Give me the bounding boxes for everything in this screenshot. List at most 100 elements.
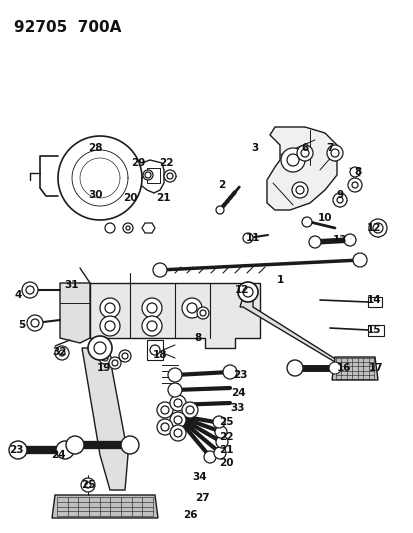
Polygon shape (266, 127, 336, 210)
Text: 24: 24 (50, 450, 65, 460)
Text: 20: 20 (122, 193, 137, 203)
Text: 23: 23 (232, 370, 247, 380)
Text: 7: 7 (325, 143, 333, 153)
Circle shape (99, 352, 111, 364)
Circle shape (204, 451, 216, 463)
Text: 17: 17 (368, 363, 382, 373)
Circle shape (121, 436, 139, 454)
Text: 28: 28 (88, 143, 102, 153)
Circle shape (81, 478, 95, 492)
Text: 29: 29 (131, 158, 145, 168)
Circle shape (100, 316, 120, 336)
Text: 8: 8 (354, 167, 361, 177)
Text: 6: 6 (301, 143, 308, 153)
Text: 19: 19 (97, 363, 111, 373)
Circle shape (105, 321, 115, 331)
Circle shape (170, 395, 185, 411)
Circle shape (300, 149, 308, 157)
Circle shape (119, 350, 131, 362)
Circle shape (214, 426, 226, 438)
Text: 30: 30 (88, 190, 103, 200)
Circle shape (170, 412, 185, 428)
Circle shape (161, 423, 169, 431)
Circle shape (187, 303, 197, 313)
Text: 12: 12 (234, 285, 249, 295)
Circle shape (352, 253, 366, 267)
Circle shape (330, 149, 338, 157)
Circle shape (153, 263, 166, 277)
Circle shape (166, 173, 173, 179)
Text: 5: 5 (18, 320, 26, 330)
Polygon shape (60, 283, 90, 343)
Circle shape (168, 383, 182, 397)
Circle shape (372, 223, 382, 233)
Circle shape (126, 226, 130, 230)
Circle shape (109, 357, 121, 369)
Circle shape (27, 315, 43, 331)
Circle shape (214, 447, 225, 459)
Text: 32: 32 (52, 347, 67, 357)
Circle shape (326, 145, 342, 161)
Circle shape (349, 167, 359, 177)
Text: 20: 20 (218, 458, 233, 468)
Circle shape (223, 365, 236, 379)
Circle shape (343, 234, 355, 246)
Polygon shape (240, 297, 344, 365)
Text: 4: 4 (14, 290, 21, 300)
Polygon shape (367, 297, 381, 307)
Circle shape (242, 233, 252, 243)
Circle shape (94, 342, 106, 354)
Circle shape (147, 303, 157, 313)
Circle shape (168, 368, 182, 382)
Circle shape (105, 223, 115, 233)
Circle shape (216, 206, 223, 214)
Circle shape (212, 416, 224, 428)
Circle shape (66, 436, 84, 454)
Circle shape (100, 298, 120, 318)
Circle shape (22, 282, 38, 298)
Text: 24: 24 (230, 388, 245, 398)
Polygon shape (367, 325, 383, 336)
Text: 92705  700A: 92705 700A (14, 20, 121, 35)
Circle shape (142, 316, 161, 336)
Circle shape (237, 282, 257, 302)
Circle shape (123, 223, 133, 233)
Text: 9: 9 (336, 190, 343, 200)
Circle shape (182, 298, 202, 318)
Circle shape (56, 441, 74, 459)
Circle shape (301, 217, 311, 227)
Circle shape (296, 145, 312, 161)
Text: 1: 1 (276, 275, 283, 285)
Circle shape (85, 482, 91, 488)
Circle shape (347, 178, 361, 192)
Circle shape (164, 170, 176, 182)
Circle shape (182, 402, 197, 418)
Text: 10: 10 (317, 213, 332, 223)
Circle shape (9, 441, 27, 459)
Text: 31: 31 (64, 280, 79, 290)
Text: 34: 34 (192, 472, 207, 482)
Circle shape (336, 197, 342, 203)
Text: 21: 21 (155, 193, 170, 203)
Circle shape (242, 287, 252, 297)
Text: 21: 21 (218, 445, 233, 455)
Text: 12: 12 (366, 223, 380, 233)
Circle shape (170, 425, 185, 441)
Polygon shape (147, 340, 163, 360)
Circle shape (122, 353, 128, 359)
Circle shape (31, 319, 39, 327)
Text: 8: 8 (194, 333, 201, 343)
Circle shape (308, 236, 320, 248)
Circle shape (328, 362, 340, 374)
Circle shape (161, 406, 169, 414)
Circle shape (102, 355, 108, 361)
Text: 26: 26 (182, 510, 197, 520)
Circle shape (145, 172, 151, 178)
Circle shape (157, 419, 173, 435)
Circle shape (216, 436, 228, 448)
Text: 22: 22 (218, 432, 233, 442)
Polygon shape (82, 348, 128, 490)
Circle shape (199, 310, 206, 316)
Circle shape (26, 286, 34, 294)
Circle shape (88, 336, 112, 360)
